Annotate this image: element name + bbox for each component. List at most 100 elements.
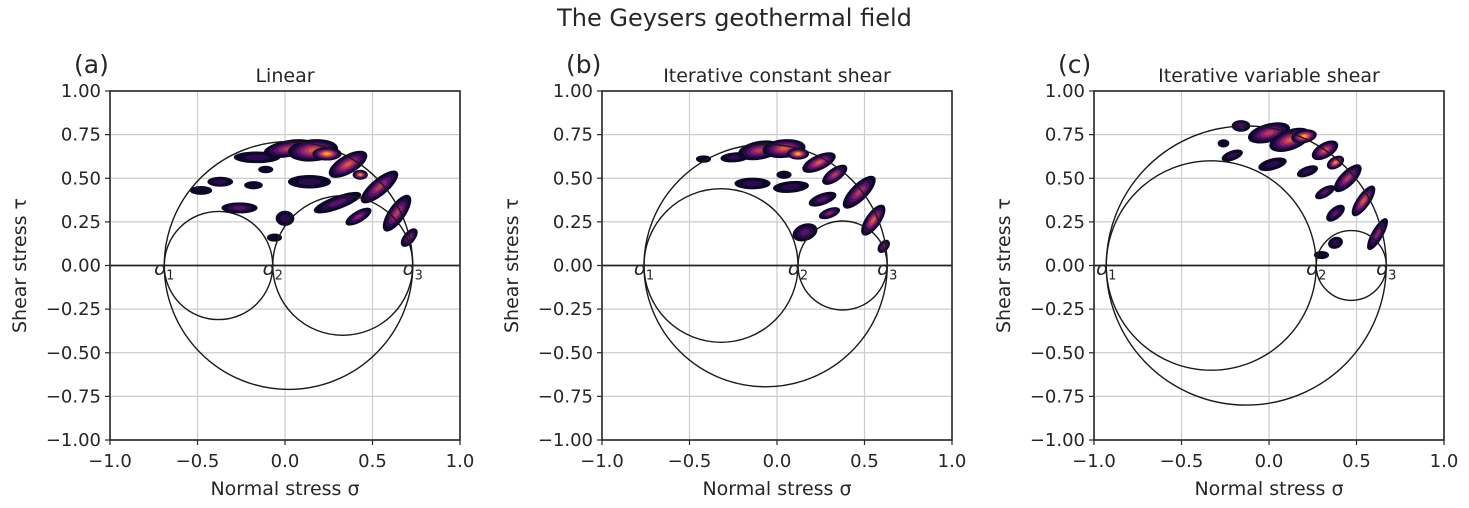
density-mark <box>1334 161 1337 164</box>
y-tick-label: 0.25 <box>61 212 101 233</box>
x-tick-label: 1.0 <box>938 451 967 472</box>
y-tick-label: −0.50 <box>46 343 101 364</box>
density-mark <box>258 165 274 174</box>
density-mark <box>727 154 743 160</box>
density-mark <box>1344 175 1351 182</box>
density-mark <box>1217 139 1230 148</box>
density-mark <box>244 154 270 161</box>
density-mark <box>776 170 792 179</box>
y-tick-label: 0.50 <box>1045 168 1085 189</box>
density-mark <box>826 211 833 215</box>
x-axis-label: Normal stress σ <box>1194 478 1343 500</box>
x-tick-label: −0.5 <box>1160 451 1204 472</box>
y-axis-label: Shear stress τ <box>9 198 31 333</box>
sigma-2-label: σ2 <box>788 258 808 284</box>
panel-title: Linear <box>255 65 314 87</box>
x-tick-label: −0.5 <box>668 451 712 472</box>
density-mark <box>358 173 362 176</box>
density-mark <box>796 152 800 156</box>
y-axis-label: Shear stress τ <box>501 198 523 333</box>
panel-label: (b) <box>566 50 601 79</box>
density-mark <box>354 214 363 220</box>
density-mark <box>695 155 712 163</box>
density-mark <box>1321 189 1329 195</box>
density-mark <box>280 214 290 223</box>
density-mark <box>1265 160 1280 168</box>
y-tick-label: 0.50 <box>553 168 593 189</box>
x-tick-label: −0.5 <box>176 451 220 472</box>
y-tick-label: −0.25 <box>1030 299 1085 320</box>
x-tick-label: 1.0 <box>1430 451 1459 472</box>
sigma-2-label: σ2 <box>1306 258 1326 284</box>
y-tick-label: 0.50 <box>61 168 101 189</box>
density-mark <box>324 152 330 156</box>
density-mark <box>871 217 876 224</box>
y-tick-label: 0.25 <box>1045 212 1085 233</box>
x-tick-label: 0.5 <box>1342 451 1371 472</box>
density-mark <box>344 161 352 167</box>
x-tick-label: 0.5 <box>358 451 387 472</box>
panel-title: Iterative constant shear <box>663 65 891 87</box>
density-contours <box>1217 120 1388 260</box>
density-mark <box>1374 229 1381 239</box>
density-mark <box>1331 239 1340 246</box>
density-mark <box>298 178 321 186</box>
y-tick-label: 0.00 <box>553 256 593 277</box>
sigma-3-label: σ3 <box>1376 258 1396 284</box>
x-axis-label: Normal stress σ <box>702 478 851 500</box>
figure-title: The Geysers geothermal field <box>557 4 912 32</box>
density-mark <box>1302 135 1306 138</box>
panel-label: (c) <box>1058 50 1091 79</box>
y-tick-label: −0.25 <box>46 299 101 320</box>
density-mark <box>1302 168 1313 175</box>
x-tick-label: −1.0 <box>88 451 132 472</box>
x-tick-label: 0.0 <box>763 451 792 472</box>
sigma-1-label: σ1 <box>1096 258 1116 284</box>
y-tick-label: 0.25 <box>553 212 593 233</box>
x-tick-label: 0.0 <box>1255 451 1284 472</box>
density-mark <box>779 146 789 151</box>
y-tick-label: −0.25 <box>538 299 593 320</box>
sigma-3-label: σ3 <box>403 258 423 284</box>
panel-title: Iterative variable shear <box>1158 65 1380 87</box>
density-mark <box>781 184 801 190</box>
density-mark <box>817 196 828 202</box>
x-tick-label: −1.0 <box>580 451 624 472</box>
y-tick-label: 1.00 <box>61 81 101 102</box>
density-mark <box>1361 198 1366 204</box>
density-mark <box>232 206 247 210</box>
density-mark <box>831 172 838 177</box>
density-mark <box>213 179 227 185</box>
panel-label: (a) <box>74 50 109 79</box>
x-tick-label: 0.0 <box>271 451 300 472</box>
density-mark <box>1332 210 1339 217</box>
y-tick-label: −0.75 <box>538 386 593 407</box>
x-tick-label: 1.0 <box>446 451 475 472</box>
y-tick-label: −0.75 <box>1030 386 1085 407</box>
y-tick-label: −1.00 <box>1030 430 1085 451</box>
y-tick-label: 0.75 <box>553 125 593 146</box>
y-tick-label: 0.75 <box>61 125 101 146</box>
density-mark <box>1264 130 1274 136</box>
x-axis-label: Normal stress σ <box>210 478 359 500</box>
y-tick-label: −1.00 <box>46 430 101 451</box>
y-tick-label: 0.75 <box>1045 125 1085 146</box>
sigma-1-label: σ1 <box>154 258 174 284</box>
density-mark <box>800 229 810 236</box>
y-tick-label: 1.00 <box>553 81 593 102</box>
density-contours <box>189 139 418 247</box>
y-tick-label: −0.50 <box>538 343 593 364</box>
density-mark <box>742 180 763 187</box>
y-axis-label: Shear stress τ <box>993 198 1015 333</box>
sigma-2-label: σ2 <box>263 258 283 284</box>
density-mark <box>328 198 347 207</box>
y-tick-label: −1.00 <box>538 430 593 451</box>
y-tick-label: 1.00 <box>1045 81 1085 102</box>
density-mark <box>393 209 401 218</box>
sigma-1-label: σ1 <box>634 258 654 284</box>
y-tick-label: 0.00 <box>1045 256 1085 277</box>
y-tick-label: −0.75 <box>46 386 101 407</box>
sigma-3-label: σ3 <box>877 258 897 284</box>
